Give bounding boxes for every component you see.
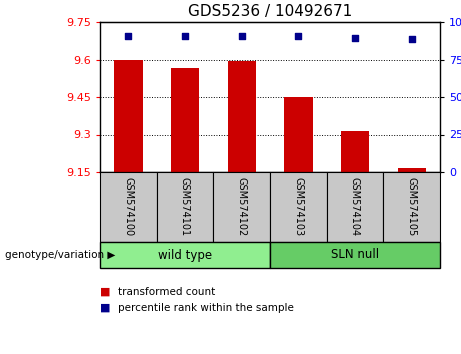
Bar xyxy=(327,172,384,242)
Point xyxy=(351,35,359,41)
Text: genotype/variation ▶: genotype/variation ▶ xyxy=(5,250,115,260)
Text: GSM574103: GSM574103 xyxy=(293,177,303,236)
Text: wild type: wild type xyxy=(158,249,212,262)
Point xyxy=(408,36,415,41)
Text: GSM574100: GSM574100 xyxy=(124,177,133,236)
Bar xyxy=(157,172,213,242)
Text: GSM574105: GSM574105 xyxy=(407,177,417,236)
Text: SLN null: SLN null xyxy=(331,249,379,262)
Bar xyxy=(213,172,270,242)
Text: ■: ■ xyxy=(100,287,111,297)
Text: percentile rank within the sample: percentile rank within the sample xyxy=(118,303,294,313)
Bar xyxy=(171,68,199,172)
Text: GSM574101: GSM574101 xyxy=(180,177,190,236)
Title: GDS5236 / 10492671: GDS5236 / 10492671 xyxy=(188,5,352,19)
Text: GSM574104: GSM574104 xyxy=(350,177,360,236)
Bar xyxy=(100,242,270,268)
Bar xyxy=(227,61,256,172)
Point xyxy=(295,33,302,39)
Bar xyxy=(397,168,426,172)
Bar xyxy=(341,131,369,172)
Point xyxy=(124,33,132,38)
Bar xyxy=(114,59,142,172)
Text: transformed count: transformed count xyxy=(118,287,216,297)
Bar xyxy=(100,172,157,242)
Bar xyxy=(284,97,313,172)
Bar xyxy=(270,242,440,268)
Text: GSM574102: GSM574102 xyxy=(236,177,247,236)
Point xyxy=(238,33,245,38)
Bar xyxy=(384,172,440,242)
Bar xyxy=(270,172,327,242)
Point xyxy=(181,33,189,38)
Text: ■: ■ xyxy=(100,303,111,313)
